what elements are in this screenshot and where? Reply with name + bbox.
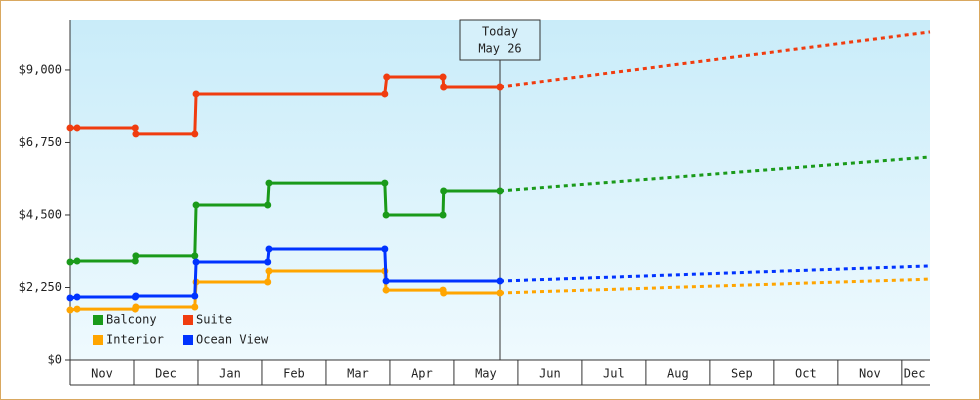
- x-tick-label: Mar: [347, 367, 369, 381]
- point: [264, 278, 272, 286]
- point: [132, 292, 140, 300]
- x-tick-label: Jul: [603, 367, 625, 381]
- point: [66, 294, 74, 302]
- point: [66, 258, 74, 266]
- point: [73, 257, 81, 265]
- point: [381, 179, 389, 187]
- legend-label: Ocean View: [196, 333, 269, 347]
- point: [132, 130, 140, 138]
- point: [440, 289, 448, 297]
- point: [496, 83, 504, 91]
- x-tick-label: Apr: [411, 367, 433, 381]
- point: [192, 90, 200, 98]
- point: [440, 83, 448, 91]
- point: [131, 124, 139, 132]
- point: [66, 124, 74, 132]
- point: [439, 211, 447, 219]
- today-label: May 26: [478, 42, 521, 56]
- y-tick-label: $2,250: [19, 280, 62, 294]
- point: [191, 292, 199, 300]
- point: [132, 303, 140, 311]
- point: [131, 257, 139, 265]
- legend-swatch: [183, 335, 193, 345]
- y-tick-label: $0: [48, 353, 62, 367]
- x-tick-label: Aug: [667, 367, 689, 381]
- x-tick-label: Nov: [859, 367, 881, 381]
- legend-swatch: [93, 315, 103, 325]
- point: [382, 211, 390, 219]
- x-tick-label: Jan: [219, 367, 241, 381]
- point: [73, 293, 81, 301]
- point: [382, 277, 390, 285]
- x-tick-label: Dec: [155, 367, 177, 381]
- point: [382, 286, 390, 294]
- forecast-line: [499, 30, 931, 89]
- point: [73, 305, 81, 313]
- point: [383, 73, 391, 81]
- today-box: [459, 19, 541, 61]
- point: [265, 267, 273, 275]
- x-tick-label: May: [475, 367, 497, 381]
- legend-label: Interior: [106, 333, 164, 347]
- point: [191, 252, 199, 260]
- x-tick-label: Oct: [795, 367, 817, 381]
- point: [191, 303, 199, 311]
- y-tick-label: $9,000: [19, 62, 62, 76]
- legend-swatch: [183, 315, 193, 325]
- today-label: Today: [482, 25, 518, 39]
- point: [264, 201, 272, 209]
- point: [381, 90, 389, 98]
- point: [192, 201, 200, 209]
- point: [73, 124, 81, 132]
- point: [439, 73, 447, 81]
- legend-label: Balcony: [106, 313, 157, 327]
- y-tick-label: $4,500: [19, 207, 62, 221]
- legend-label: Suite: [196, 313, 232, 327]
- y-tick-label: $6,750: [19, 135, 62, 149]
- legend-swatch: [93, 335, 103, 345]
- point: [496, 187, 504, 195]
- x-tick-label: Feb: [283, 367, 305, 381]
- point: [66, 306, 74, 314]
- x-tick-label: Dec: [904, 367, 926, 381]
- point: [191, 130, 199, 138]
- x-tick-label: Jun: [539, 367, 561, 381]
- point: [192, 258, 200, 266]
- point: [264, 258, 272, 266]
- point: [132, 252, 140, 260]
- point: [265, 245, 273, 253]
- point: [440, 187, 448, 195]
- point: [381, 245, 389, 253]
- point: [265, 179, 273, 187]
- x-tick-label: Nov: [91, 367, 113, 381]
- point: [496, 289, 504, 297]
- x-tick-label: Sep: [731, 367, 753, 381]
- point: [496, 277, 504, 285]
